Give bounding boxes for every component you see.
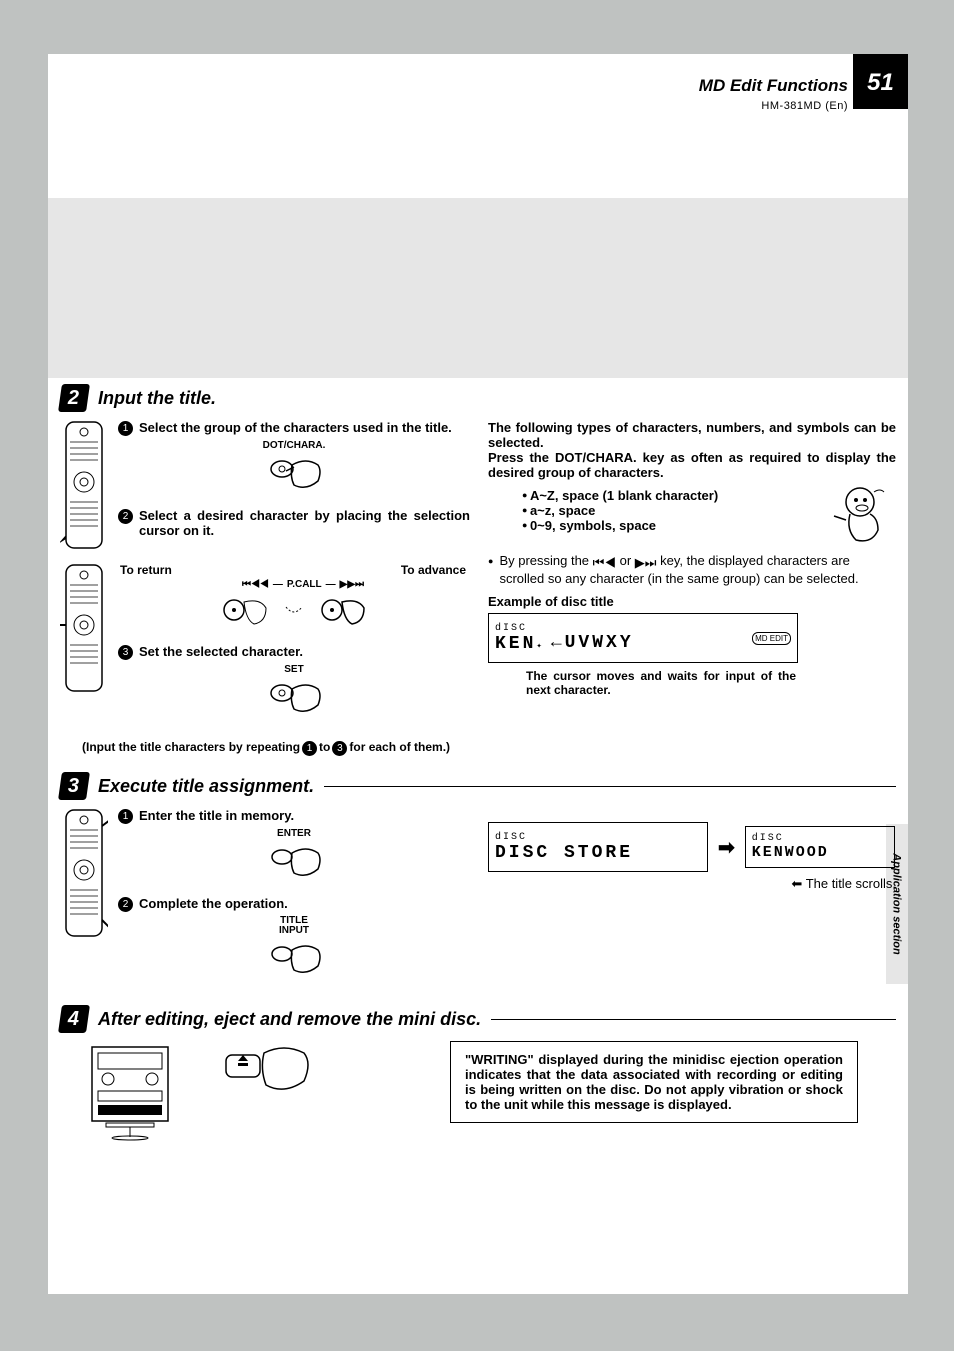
char-intro2: Press the DOT/CHARA. key as often as req… bbox=[488, 450, 896, 480]
to-return-label: To return bbox=[120, 563, 172, 577]
remote-illustration bbox=[60, 420, 108, 550]
set-label: SET bbox=[118, 664, 470, 675]
substep-2-text: Select a desired character by placing th… bbox=[139, 508, 470, 538]
remote-illustration bbox=[60, 808, 108, 938]
input-note-b: to bbox=[319, 740, 330, 756]
to-advance-label: To advance bbox=[401, 563, 466, 577]
char-intro1: The following types of characters, numbe… bbox=[488, 420, 896, 450]
hand-press-icon bbox=[118, 677, 470, 722]
input-note-c: for each of them.) bbox=[349, 740, 450, 756]
substep-2-num: 2 bbox=[118, 509, 133, 524]
skip-back-icon: ⏮◀ bbox=[593, 555, 616, 571]
hand-press-icon bbox=[118, 938, 470, 983]
substep-1-text: Select the group of the characters used … bbox=[139, 420, 452, 436]
remote-illustration bbox=[60, 563, 108, 693]
section-title: MD Edit Functions bbox=[699, 76, 848, 96]
lcd-kenwood: dISC KENWOOD bbox=[745, 826, 895, 868]
example-heading: Example of disc title bbox=[488, 594, 896, 609]
enter-label: ENTER bbox=[118, 828, 470, 839]
step-3-title: Execute title assignment. bbox=[98, 776, 314, 797]
title-input-label: TITLEINPUT bbox=[118, 916, 470, 936]
input-note-a: (Input the title characters by repeating bbox=[82, 740, 300, 756]
dual-hand-icon bbox=[118, 592, 470, 634]
skip-fwd-icon: ▶▶⏭ bbox=[340, 579, 364, 590]
eject-hand-icon bbox=[220, 1041, 320, 1101]
step-2-badge: 2 bbox=[58, 384, 90, 412]
cursor-note: The cursor moves and waits for input of … bbox=[526, 669, 796, 697]
substep-3-1-num: 1 bbox=[118, 809, 133, 824]
arrow-right-icon: ➡ bbox=[718, 835, 735, 860]
mascot-illustration bbox=[816, 480, 896, 548]
hand-press-icon bbox=[118, 841, 470, 886]
substep-3-2-text: Complete the operation. bbox=[139, 896, 288, 912]
hand-press-icon bbox=[118, 453, 470, 498]
step-4-title: After editing, eject and remove the mini… bbox=[98, 1009, 481, 1030]
dot-chara-label: DOT/CHARA. bbox=[118, 440, 470, 451]
title-scrolls-note: The title scrolls. bbox=[488, 876, 896, 892]
hifi-illustration bbox=[80, 1041, 180, 1141]
step-2-title: Input the title. bbox=[98, 388, 216, 409]
substep-3-text: Set the selected character. bbox=[139, 644, 303, 660]
scroll-note-a: By pressing the bbox=[499, 553, 589, 568]
step-4-badge: 4 bbox=[58, 1005, 90, 1033]
writing-warning-box: "WRITING" displayed during the minidisc … bbox=[450, 1041, 858, 1123]
pcall-label: P.CALL bbox=[287, 579, 322, 590]
model-code: HM-381MD (En) bbox=[699, 100, 848, 112]
substep-3-1-text: Enter the title in memory. bbox=[139, 808, 294, 824]
step-3-badge: 3 bbox=[58, 772, 90, 800]
substep-1-num: 1 bbox=[118, 421, 133, 436]
lcd-example: dISC KEN✦ ←UVWXY MD EDIT bbox=[488, 613, 798, 663]
page-number-badge: 51 bbox=[853, 54, 908, 109]
substep-3-2-num: 2 bbox=[118, 897, 133, 912]
header-greybar bbox=[48, 198, 908, 378]
lcd-disc-store: dISC DISC STORE bbox=[488, 822, 708, 872]
skip-fwd-icon: ▶⏭ bbox=[635, 555, 657, 571]
manual-page: 51 MD Edit Functions HM-381MD (En) Appli… bbox=[48, 54, 908, 1294]
scroll-note-b: or bbox=[620, 553, 632, 568]
substep-3-num: 3 bbox=[118, 645, 133, 660]
skip-back-icon: ⏮◀◀ bbox=[242, 579, 269, 590]
